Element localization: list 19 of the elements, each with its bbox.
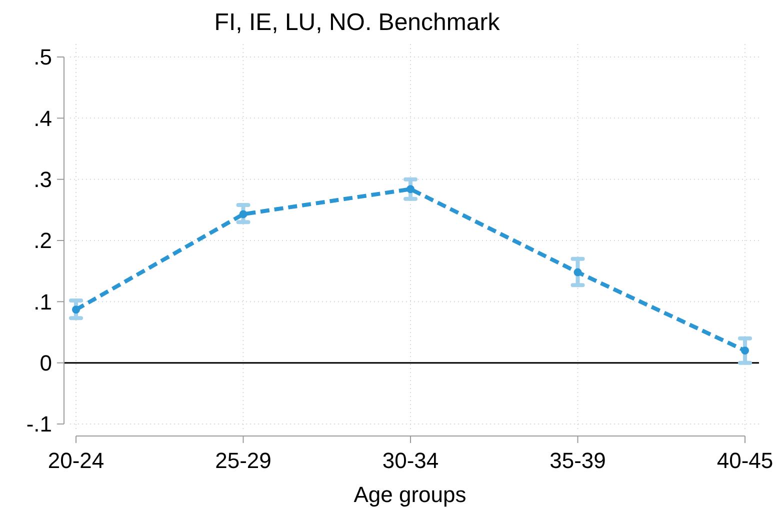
y-tick-label: .3	[34, 167, 52, 192]
x-axis-title: Age groups	[354, 482, 466, 507]
point	[406, 185, 414, 194]
chart-title: FI, IE, LU, NO. Benchmark	[214, 9, 501, 36]
point	[741, 346, 749, 355]
y-tick-label: .2	[34, 228, 52, 254]
point	[239, 210, 248, 218]
y-tick-label: .5	[34, 44, 52, 70]
x-tick-label: 25-29	[215, 448, 272, 473]
y-tick-label: .1	[34, 289, 52, 314]
y-tick-label: .4	[34, 106, 52, 131]
point	[574, 268, 582, 276]
y-tick-label: 0	[40, 350, 52, 376]
y-tick-label: -.1	[26, 412, 52, 437]
x-tick-label: 35-39	[550, 448, 606, 473]
x-tick-label: 20-24	[48, 448, 104, 473]
x-tick-label: 30-34	[382, 448, 439, 473]
point	[72, 306, 80, 314]
x-tick-label: 40-45	[716, 448, 774, 473]
